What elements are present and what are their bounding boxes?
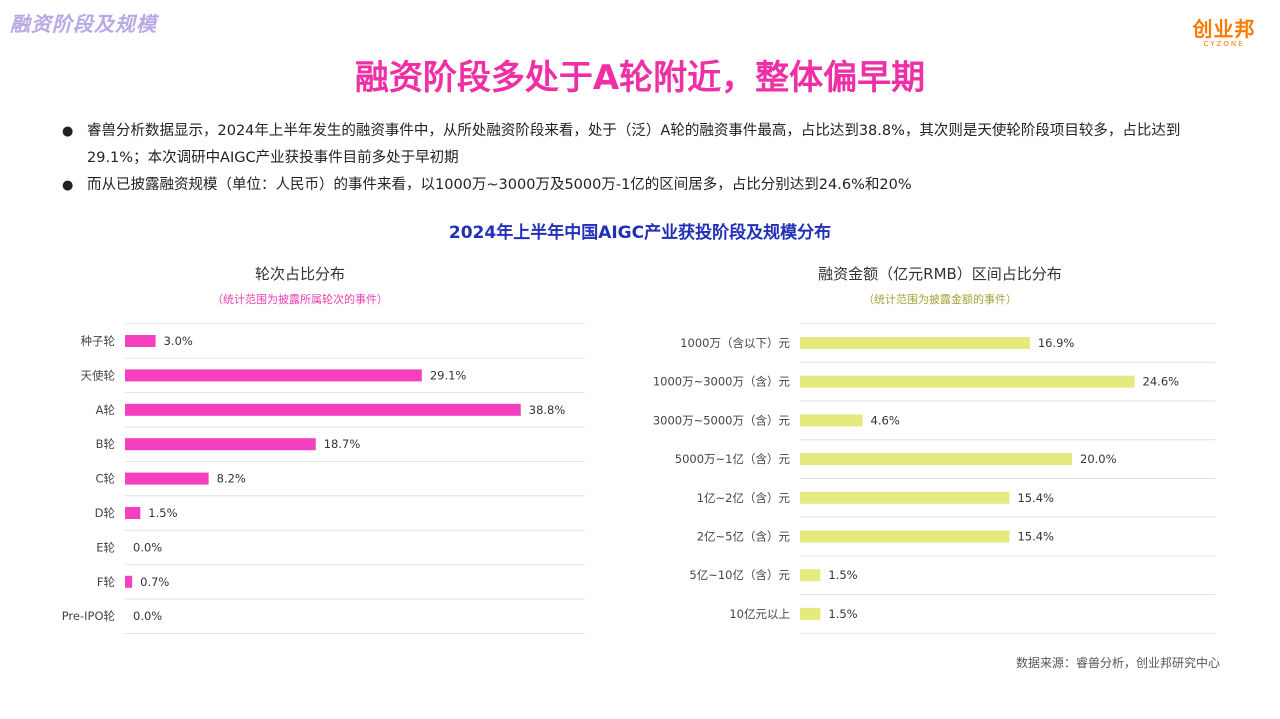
data-label: 1.5%	[828, 607, 857, 621]
data-label: 0.0%	[133, 540, 162, 554]
bullet-text: 睿兽分析数据显示，2024年上半年发生的融资事件中，从所处融资阶段来看，处于（泛…	[87, 123, 1181, 166]
data-label: 20.0%	[1080, 452, 1117, 466]
category-label: 10亿元以上	[729, 607, 790, 621]
category-label: 种子轮	[81, 334, 116, 348]
category-label: E轮	[96, 540, 115, 554]
data-label: 24.6%	[1143, 375, 1180, 389]
data-label: 3.0%	[164, 334, 193, 348]
data-label: 1.5%	[148, 506, 177, 520]
chart-subtitle: 2024年上半年中国AIGC产业获投阶段及规模分布	[448, 223, 832, 243]
category-label: 5亿~10亿（含）元	[689, 568, 790, 582]
category-label: 5000万~1亿（含）元	[675, 452, 791, 466]
category-label: D轮	[95, 506, 116, 520]
bar	[800, 569, 821, 582]
chart-title: 融资金额（亿元RMB）区间占比分布	[818, 265, 1062, 283]
category-label: 1亿~2亿（含）元	[697, 491, 791, 505]
category-label: 1000万~3000万（含）元	[653, 375, 791, 389]
bar	[125, 369, 422, 382]
bar	[125, 403, 521, 416]
category-label: A轮	[96, 403, 116, 417]
category-label: 3000万~5000万（含）元	[653, 413, 791, 427]
bar	[800, 375, 1135, 388]
bar	[125, 335, 156, 347]
bar	[800, 453, 1072, 466]
page-title: 融资阶段多处于A轮附近，整体偏早期	[354, 58, 926, 98]
amount-distribution-chart: 融资金额（亿元RMB）区间占比分布 （统计范围为披露金额的事件） 1000万（含以下…	[653, 265, 1215, 634]
data-label: 15.4%	[1017, 530, 1054, 544]
bar	[125, 575, 133, 588]
bullet-dot-icon: ●	[62, 124, 74, 139]
bar	[800, 607, 821, 620]
category-label: Pre-IPO轮	[62, 609, 116, 623]
logo-main-text: 创业邦	[1192, 17, 1256, 41]
category-label: C轮	[95, 472, 115, 486]
data-label: 38.8%	[529, 403, 566, 417]
section-tag: 融资阶段及规模	[10, 12, 157, 36]
data-source: 数据来源：睿兽分析，创业邦研究中心	[1015, 656, 1220, 670]
category-label: F轮	[97, 575, 116, 589]
logo-sub-text: CYZONE	[1203, 40, 1245, 48]
bar	[125, 438, 316, 451]
chart-note: （统计范围为披露所属轮次的事件）	[212, 292, 388, 306]
bullet-text: 而从已披露融资规模（单位：人民币）的事件来看，以1000万~3000万及5000…	[87, 177, 912, 193]
bar	[800, 530, 1010, 543]
bar	[125, 507, 141, 519]
bullet-item: ● 而从已披露融资规模（单位：人民币）的事件来看，以1000万~3000万及500…	[62, 172, 1232, 199]
data-label: 4.6%	[871, 413, 900, 427]
bar	[800, 491, 1010, 504]
data-label: 16.9%	[1038, 336, 1075, 350]
bullet-dot-icon: ●	[62, 178, 74, 193]
bar	[800, 337, 1030, 349]
chart-note: （统计范围为披露金额的事件）	[863, 292, 1017, 306]
data-label: 1.5%	[828, 568, 857, 582]
data-label: 29.1%	[430, 368, 467, 382]
round-distribution-chart: 轮次占比分布 （统计范围为披露所属轮次的事件） 种子轮 3.0% 天使轮 29.1% A轮 3…	[62, 265, 585, 634]
chart-title: 轮次占比分布	[255, 265, 345, 283]
category-label: 天使轮	[81, 368, 116, 382]
bar	[125, 472, 209, 485]
bar	[800, 414, 863, 427]
category-label: 2亿~5亿（含）元	[697, 530, 791, 544]
category-label: B轮	[96, 437, 116, 451]
data-label: 0.0%	[133, 609, 162, 623]
data-label: 18.7%	[324, 437, 361, 451]
cyzone-logo: 创业邦 CYZONE	[1188, 18, 1260, 48]
bullet-list: ● 睿兽分析数据显示，2024年上半年发生的融资事件中，从所处融资阶段来看，处于（…	[62, 118, 1232, 199]
data-label: 0.7%	[140, 575, 169, 589]
data-label: 15.4%	[1017, 491, 1054, 505]
data-label: 8.2%	[217, 472, 246, 486]
category-label: 1000万（含以下）元	[680, 336, 790, 350]
bullet-item: ● 睿兽分析数据显示，2024年上半年发生的融资事件中，从所处融资阶段来看，处于（…	[62, 118, 1232, 172]
